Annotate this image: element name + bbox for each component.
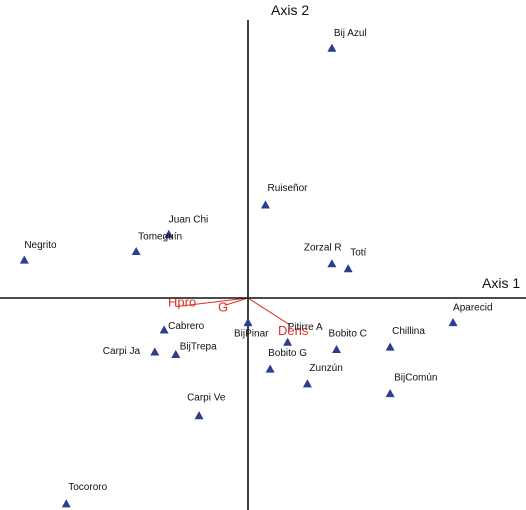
point-label: Ruiseñor: [267, 183, 308, 194]
point-label: Zorzal R: [304, 243, 342, 254]
labels-layer: Bij Azul Ruiseñor Juan Chi Tomeguín Negrito Z…: [24, 28, 492, 493]
x-axis-title: Axis 1: [482, 275, 520, 291]
vector-label: Dens: [278, 323, 309, 338]
scatter-point: [327, 259, 337, 268]
point-label: Carpi Ve: [187, 393, 226, 404]
point-label: Chillina: [392, 326, 425, 337]
point-label: Zunzún: [309, 363, 342, 374]
vector-label: G: [218, 299, 228, 314]
scatter-point: [343, 264, 353, 273]
scatter-point: [131, 246, 141, 256]
point-label: Bij Azul: [334, 28, 367, 39]
scatter-point: [327, 43, 337, 52]
point-label: Negrito: [24, 240, 57, 251]
scatter-point: [283, 337, 293, 346]
point-label: Totí: [350, 248, 366, 259]
vector-label: Hpro: [168, 295, 196, 310]
scatter-point: [194, 411, 204, 420]
scatter-point: [243, 318, 253, 327]
scatter-point: [164, 229, 174, 238]
scatter-point: [265, 364, 275, 373]
point-label: Bobito G: [268, 348, 307, 359]
scatter-point: [332, 344, 342, 354]
scatter-point: [159, 325, 169, 334]
vector-line: [247, 297, 291, 326]
point-label: BijPinar: [234, 329, 269, 340]
point-label: BijComún: [394, 373, 437, 384]
point-label: Cabrero: [168, 321, 205, 332]
point-label: Tomeguín: [138, 231, 182, 242]
scatter-point: [385, 389, 395, 398]
scatter-point: [171, 349, 181, 358]
point-label: Pitirre A: [288, 322, 323, 333]
point-label: Carpi Ja: [103, 346, 141, 357]
points-layer: [19, 43, 458, 508]
scatter-point: [385, 342, 395, 351]
point-label: Tocororo: [68, 482, 107, 493]
scatter-point: [150, 347, 160, 356]
point-label: Aparecid: [453, 303, 492, 314]
vectors-layer: Hpro G Dens: [168, 295, 309, 338]
point-label: Juan Chi: [169, 214, 208, 225]
y-axis-title: Axis 2: [271, 2, 309, 18]
scatter-point: [260, 200, 270, 209]
vector-line: [175, 297, 249, 308]
point-label: BijTrepa: [180, 341, 217, 352]
vector-line: [224, 297, 249, 306]
scatter-point: [61, 499, 71, 508]
scatter-point: [302, 379, 312, 388]
scatter-point: [19, 255, 29, 264]
scatter-point: [448, 318, 458, 327]
point-label: Bobito C: [329, 328, 367, 339]
